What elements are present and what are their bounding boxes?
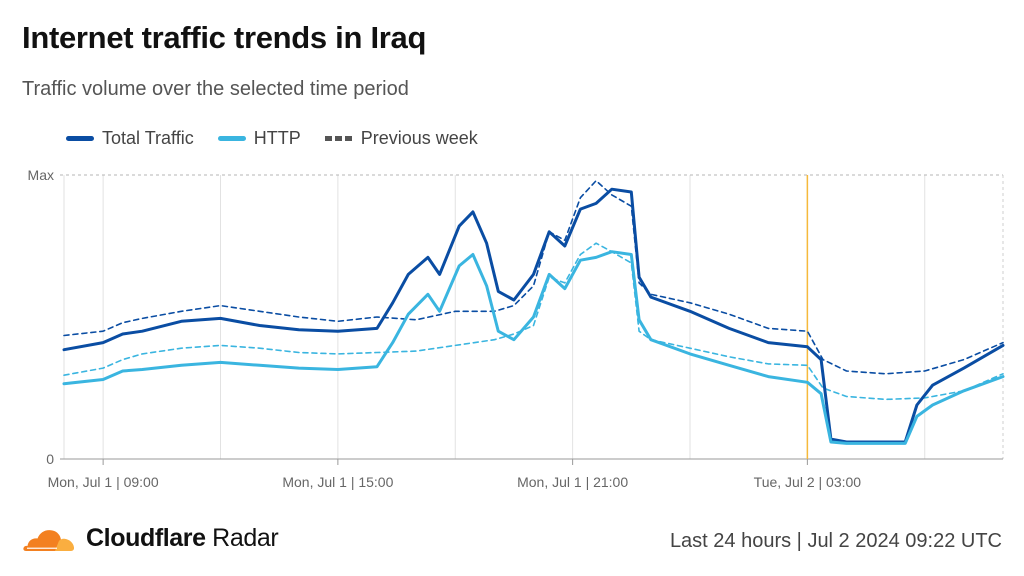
legend-item-http[interactable]: HTTP xyxy=(217,128,301,149)
chart-subtitle: Traffic volume over the selected time pe… xyxy=(22,78,409,100)
y-tick-label-zero: 0 xyxy=(46,451,54,467)
series-line-previous-week-total xyxy=(63,179,1004,375)
time-range-label: Last 24 hours | Jul 2 2024 09:22 UTC xyxy=(669,530,1002,552)
legend-item-previous-week[interactable]: Previous week xyxy=(324,128,478,149)
chart-title: Internet traffic trends in Iraq xyxy=(22,20,427,55)
cloudflare-radar-logo[interactable]: Cloudflare Radar xyxy=(22,524,279,553)
legend-label-http: HTTP xyxy=(253,128,301,148)
legend-label-previous-week: Previous week xyxy=(360,128,478,148)
x-tick-label-0: Mon, Jul 1 | 09:00 xyxy=(48,474,159,490)
cloudflare-cloud-icon xyxy=(23,529,75,551)
brand-name-bold: Cloudflare xyxy=(86,524,206,552)
series-line-previous-week-http xyxy=(63,242,1004,401)
legend-item-total[interactable]: Total Traffic xyxy=(66,128,194,149)
x-tick-label-2: Mon, Jul 1 | 21:00 xyxy=(517,474,628,490)
series-line-http xyxy=(62,250,1005,445)
legend: Total Traffic HTTP Previous week xyxy=(66,128,502,149)
brand-name-regular: Radar xyxy=(205,524,279,552)
brand-name: Cloudflare Radar xyxy=(86,524,279,553)
legend-swatch-http xyxy=(217,136,246,141)
legend-swatch-previous-week xyxy=(324,136,353,141)
x-tick-label-3: Tue, Jul 2 | 03:00 xyxy=(754,474,862,490)
x-tick-label-1: Mon, Jul 1 | 15:00 xyxy=(282,474,393,490)
legend-swatch-total xyxy=(66,136,94,141)
legend-label-total: Total Traffic xyxy=(102,128,194,148)
y-tick-label-max: Max xyxy=(28,167,54,183)
